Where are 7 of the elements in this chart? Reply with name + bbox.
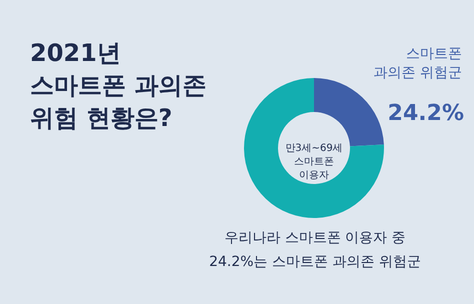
text: 24.2%는 스마트폰 과의존 위험군 bbox=[209, 254, 421, 270]
text: 우리나라 스마트폰 이용자 중 bbox=[224, 230, 406, 246]
donut-slice bbox=[244, 78, 384, 218]
slice-label: 스마트폰 과의존 위험군 bbox=[374, 46, 462, 81]
text: 만3세~69세 스마트폰 이용자 bbox=[285, 143, 343, 181]
data-label: 24.2% bbox=[388, 101, 464, 126]
text: 2021년 스마트폰 과의존 위험 현황은? bbox=[30, 39, 206, 132]
